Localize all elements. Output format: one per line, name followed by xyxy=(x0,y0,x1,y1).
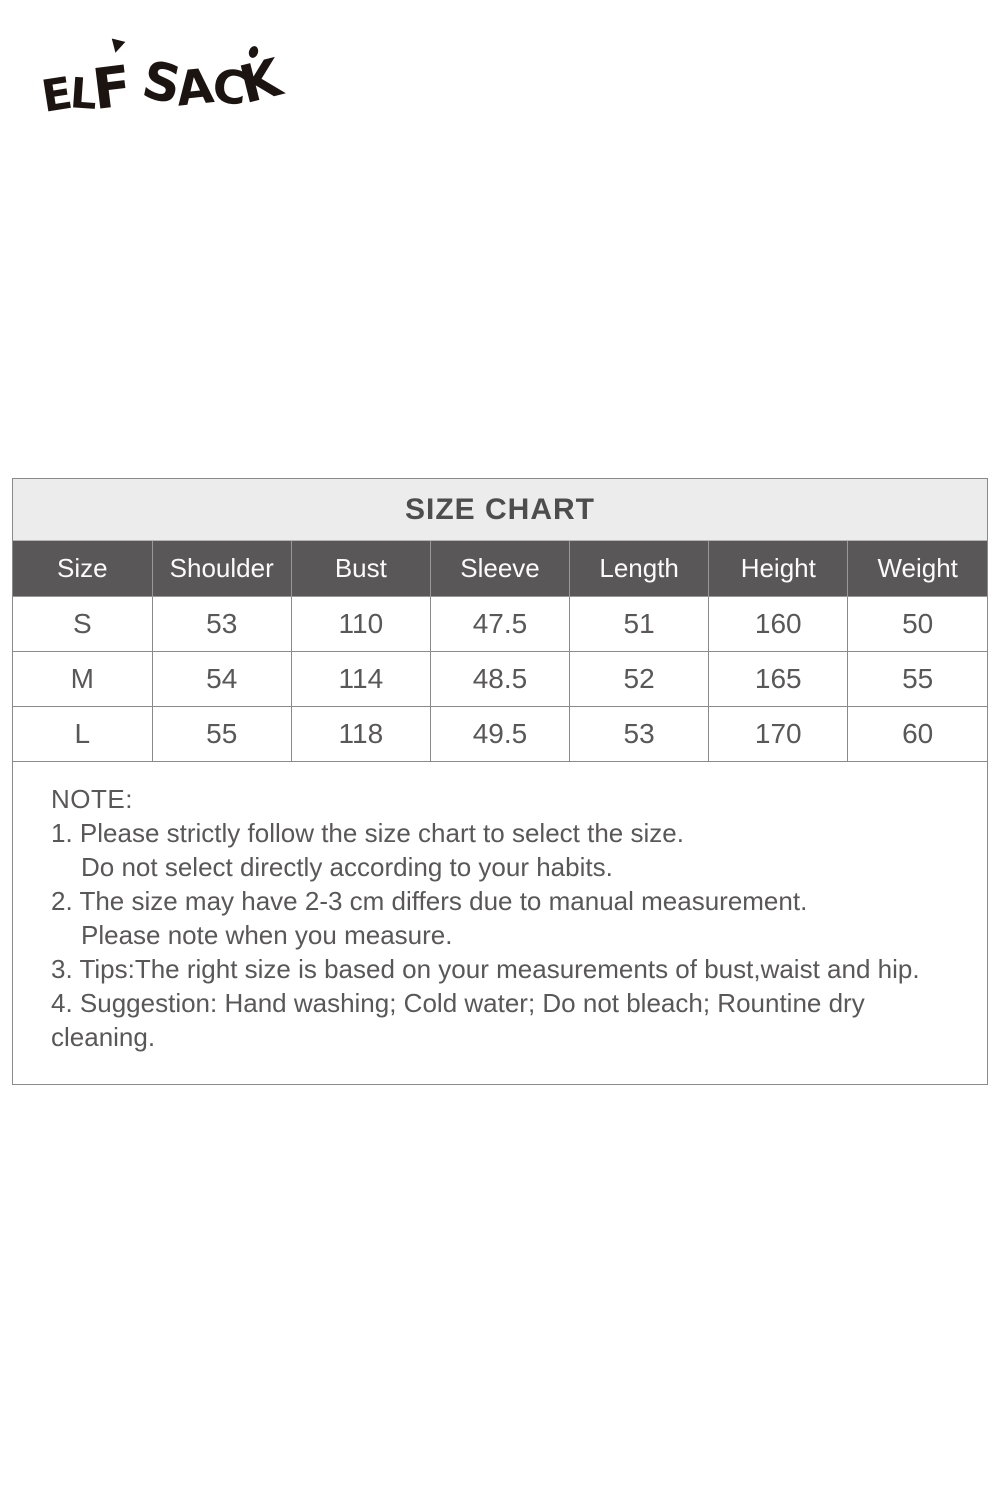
size-value-cell: 53 xyxy=(151,595,292,652)
column-header-height: Height xyxy=(708,541,849,597)
size-value-cell: 165 xyxy=(708,650,849,707)
size-value-cell: 50 xyxy=(847,595,987,652)
size-chart-title: SIZE CHART xyxy=(13,479,987,541)
size-value-cell: 170 xyxy=(708,705,849,761)
logo-letter-a: A xyxy=(173,58,214,118)
note-line: 3. Tips:The right size is based on your … xyxy=(51,954,920,984)
size-value-cell: 51 xyxy=(569,595,710,652)
size-value-cell: 48.5 xyxy=(429,650,571,707)
note-line: Do not select directly according to your… xyxy=(81,852,613,882)
size-value-cell: 53 xyxy=(569,705,710,761)
size-value-cell: 49.5 xyxy=(429,705,571,761)
size-value-cell: 47.5 xyxy=(429,595,571,652)
column-header-bust: Bust xyxy=(290,541,431,597)
header-row: Size Shoulder Bust Sleeve Length Height Weight xyxy=(13,541,987,597)
size-value-cell: 55 xyxy=(847,650,987,707)
notes-list: 1. Please strictly follow the size chart… xyxy=(51,816,951,1054)
size-row-m: M 54 114 48.5 52 165 55 xyxy=(13,650,987,707)
size-value-cell: 118 xyxy=(290,705,431,761)
column-header-size: Size xyxy=(13,541,153,597)
size-value-cell: 55 xyxy=(151,705,292,761)
size-chart-table: Size Shoulder Bust Sleeve Length Height Weight… xyxy=(13,541,987,761)
column-header-sleeve: Sleeve xyxy=(429,541,571,597)
size-value-cell: 114 xyxy=(290,650,431,707)
size-value-cell: 160 xyxy=(708,595,849,652)
size-label-cell: M xyxy=(13,650,153,707)
size-chart-panel: SIZE CHART Size Shoulder Bust Sleeve Length H… xyxy=(12,478,988,1085)
column-header-weight: Weight xyxy=(847,541,987,597)
size-value-cell: 54 xyxy=(151,650,292,707)
size-value-cell: 60 xyxy=(847,705,987,761)
column-header-shoulder: Shoulder xyxy=(151,541,292,597)
size-chart-table-body: S 53 110 47.5 51 160 50 M 54 114 48.5 52 165 55 L 55 118… xyxy=(13,595,987,761)
size-label-cell: L xyxy=(13,705,153,761)
note-line: 1. Please strictly follow the size chart… xyxy=(51,818,684,848)
note-line: 2. The size may have 2-3 cm differs due … xyxy=(51,886,808,916)
size-label-cell: S xyxy=(13,595,153,652)
size-value-cell: 52 xyxy=(569,650,710,707)
logo-letter-f: F xyxy=(88,54,133,123)
column-header-length: Length xyxy=(569,541,710,597)
size-chart-table-head: Size Shoulder Bust Sleeve Length Height Weight xyxy=(13,541,987,597)
note-line: 4. Suggestion: Hand washing; Cold water;… xyxy=(51,988,865,1052)
size-row-s: S 53 110 47.5 51 160 50 xyxy=(13,595,987,652)
note-line: Please note when you measure. xyxy=(81,920,453,950)
size-value-cell: 110 xyxy=(290,595,431,652)
notes-section: NOTE: 1. Please strictly follow the size… xyxy=(13,761,987,1084)
size-row-l: L 55 118 49.5 53 170 60 xyxy=(13,705,987,761)
notes-heading: NOTE: xyxy=(51,784,133,814)
